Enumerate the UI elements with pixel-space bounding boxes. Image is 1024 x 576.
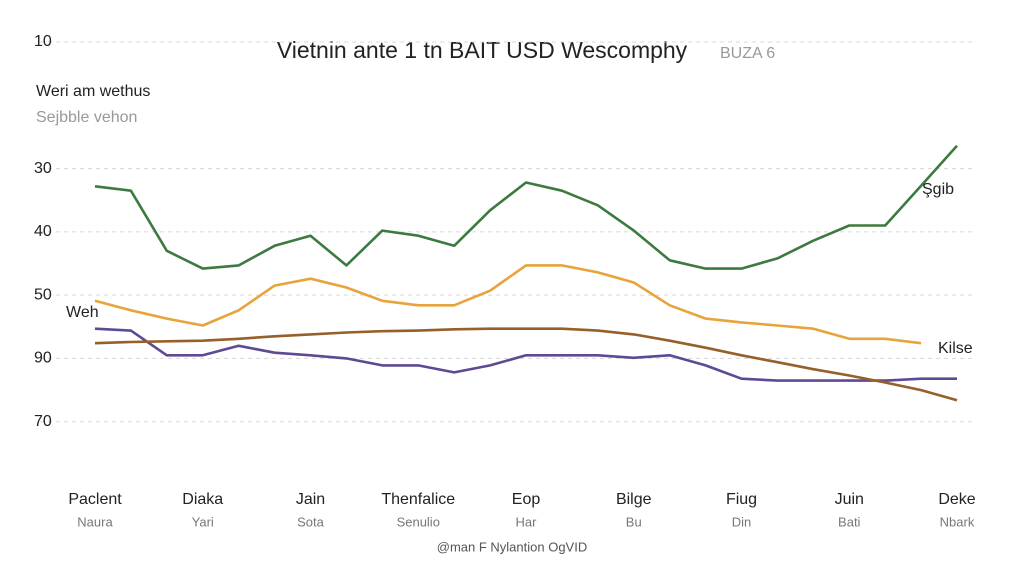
y-tick-label: 50 bbox=[34, 286, 52, 303]
x-sublabel: Bu bbox=[626, 514, 642, 529]
y-tick-label: 90 bbox=[34, 350, 52, 367]
chart-title: Vietnin ante 1 tn BAIT USD Wescomphy bbox=[277, 37, 688, 63]
x-sublabel: Bati bbox=[838, 514, 861, 529]
x-tick-label: Jain bbox=[296, 491, 325, 508]
x-sublabel: Din bbox=[732, 514, 752, 529]
footer: @man F Nylantion OgVID bbox=[437, 539, 587, 554]
x-tick-label: Diaka bbox=[182, 491, 223, 508]
series-line bbox=[94, 264, 922, 345]
x-tick-label: Juin bbox=[835, 491, 864, 508]
x-tick-label: Eop bbox=[512, 491, 541, 508]
y-tick-label: 10 bbox=[34, 33, 52, 50]
series-label: Weh bbox=[66, 304, 99, 321]
series-line bbox=[94, 327, 958, 402]
chart-subtitle: BUZA 6 bbox=[720, 45, 775, 62]
x-sublabel: Naura bbox=[77, 514, 113, 529]
x-tick-label: Thenfalice bbox=[381, 491, 455, 508]
y-tick-label: 30 bbox=[34, 160, 52, 177]
x-tick-label: Paclent bbox=[68, 491, 122, 508]
annotation: Sejbble vehon bbox=[36, 109, 137, 126]
series-label: Şgib bbox=[922, 181, 954, 198]
y-tick-label: 40 bbox=[34, 223, 52, 240]
x-sublabel: Yari bbox=[192, 514, 214, 529]
x-sublabel: Nbark bbox=[940, 514, 975, 529]
series-line bbox=[94, 327, 957, 382]
y-tick-label: 70 bbox=[34, 413, 52, 430]
x-tick-label: Bilge bbox=[616, 491, 652, 508]
x-sublabel: Senulio bbox=[397, 514, 440, 529]
x-tick-label: Deke bbox=[938, 491, 975, 508]
x-sublabel: Sota bbox=[297, 514, 325, 529]
series-label: Kilse bbox=[938, 340, 973, 357]
series-line bbox=[94, 144, 958, 270]
x-sublabel: Har bbox=[516, 514, 538, 529]
annotation: Weri am wethus bbox=[36, 83, 150, 100]
x-tick-label: Fiug bbox=[726, 491, 757, 508]
